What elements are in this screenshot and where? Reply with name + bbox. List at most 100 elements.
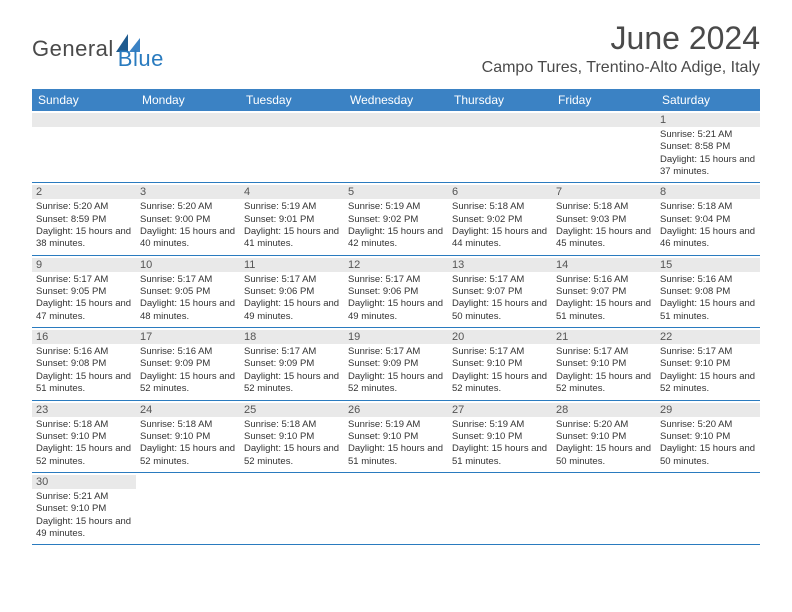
day-info: Sunrise: 5:17 AMSunset: 9:05 PMDaylight:… [140,274,236,323]
day-cell: 10Sunrise: 5:17 AMSunset: 9:05 PMDayligh… [136,256,240,327]
day-cell [240,473,344,544]
day-number: 29 [656,403,760,417]
day-info: Sunrise: 5:21 AMSunset: 8:58 PMDaylight:… [660,129,756,178]
day-info: Sunrise: 5:17 AMSunset: 9:06 PMDaylight:… [244,274,340,323]
day-number: 4 [240,185,344,199]
day-cell: 20 Sunrise: 5:17 AMSunset: 9:10 PMDayligh… [448,328,552,399]
weeks-container: 1 Sunrise: 5:21 AMSunset: 8:58 PMDaylight… [32,111,760,545]
day-cell: 3Sunrise: 5:20 AMSunset: 9:00 PMDaylight… [136,183,240,254]
day-number: 15 [656,258,760,272]
day-info: Sunrise: 5:18 AMSunset: 9:10 PMDaylight:… [36,419,132,468]
empty-day-strip [240,113,344,127]
week-row: 2 Sunrise: 5:20 AMSunset: 8:59 PMDaylight… [32,183,760,255]
day-info: Sunrise: 5:17 AMSunset: 9:05 PMDaylight:… [36,274,132,323]
day-number: 11 [240,258,344,272]
day-info: Sunrise: 5:17 AMSunset: 9:10 PMDaylight:… [660,346,756,395]
day-number: 21 [552,330,656,344]
day-info: Sunrise: 5:19 AMSunset: 9:02 PMDaylight:… [348,201,444,250]
day-info: Sunrise: 5:20 AMSunset: 8:59 PMDaylight:… [36,201,132,250]
day-cell [448,473,552,544]
day-number: 19 [344,330,448,344]
day-number: 24 [136,403,240,417]
day-info: Sunrise: 5:18 AMSunset: 9:10 PMDaylight:… [244,419,340,468]
day-cell: 4 Sunrise: 5:19 AMSunset: 9:01 PMDaylight… [240,183,344,254]
day-number: 5 [344,185,448,199]
day-cell: 29 Sunrise: 5:20 AMSunset: 9:10 PMDayligh… [656,401,760,472]
day-number: 17 [136,330,240,344]
day-cell [240,111,344,182]
logo-text-general: General [32,36,114,62]
day-header: Saturday [656,89,760,111]
day-info: Sunrise: 5:17 AMSunset: 9:10 PMDaylight:… [452,346,548,395]
day-info: Sunrise: 5:17 AMSunset: 9:07 PMDaylight:… [452,274,548,323]
day-info: Sunrise: 5:16 AMSunset: 9:08 PMDaylight:… [660,274,756,323]
day-number: 14 [552,258,656,272]
day-number: 20 [448,330,552,344]
week-row: 16Sunrise: 5:16 AMSunset: 9:08 PMDayligh… [32,328,760,400]
day-info: Sunrise: 5:20 AMSunset: 9:10 PMDaylight:… [556,419,652,468]
day-cell: 11 Sunrise: 5:17 AMSunset: 9:06 PMDayligh… [240,256,344,327]
day-info: Sunrise: 5:16 AMSunset: 9:09 PMDaylight:… [140,346,236,395]
day-info: Sunrise: 5:20 AMSunset: 9:10 PMDaylight:… [660,419,756,468]
day-cell: 28 Sunrise: 5:20 AMSunset: 9:10 PMDayligh… [552,401,656,472]
day-number: 2 [32,185,136,199]
day-cell: 5 Sunrise: 5:19 AMSunset: 9:02 PMDaylight… [344,183,448,254]
day-number: 3 [136,185,240,199]
day-number: 8 [656,185,760,199]
day-info: Sunrise: 5:16 AMSunset: 9:07 PMDaylight:… [556,274,652,323]
day-cell [136,111,240,182]
day-cell [552,111,656,182]
day-number: 1 [656,113,760,127]
day-header: Tuesday [240,89,344,111]
day-cell: 12Sunrise: 5:17 AMSunset: 9:06 PMDayligh… [344,256,448,327]
day-info: Sunrise: 5:17 AMSunset: 9:06 PMDaylight:… [348,274,444,323]
day-header: Friday [552,89,656,111]
day-cell: 24Sunrise: 5:18 AMSunset: 9:10 PMDayligh… [136,401,240,472]
day-info: Sunrise: 5:19 AMSunset: 9:10 PMDaylight:… [452,419,548,468]
day-headers-row: SundayMondayTuesdayWednesdayThursdayFrid… [32,89,760,111]
day-number: 23 [32,403,136,417]
day-number: 28 [552,403,656,417]
day-number: 25 [240,403,344,417]
day-header: Monday [136,89,240,111]
day-info: Sunrise: 5:17 AMSunset: 9:09 PMDaylight:… [244,346,340,395]
day-info: Sunrise: 5:16 AMSunset: 9:08 PMDaylight:… [36,346,132,395]
day-cell [32,111,136,182]
day-cell: 17 Sunrise: 5:16 AMSunset: 9:09 PMDayligh… [136,328,240,399]
day-cell [344,473,448,544]
empty-day-strip [344,113,448,127]
empty-day-strip [136,113,240,127]
week-row: 9Sunrise: 5:17 AMSunset: 9:05 PMDaylight… [32,256,760,328]
day-info: Sunrise: 5:17 AMSunset: 9:10 PMDaylight:… [556,346,652,395]
day-cell [448,111,552,182]
day-cell: 18 Sunrise: 5:17 AMSunset: 9:09 PMDayligh… [240,328,344,399]
week-row: 30 Sunrise: 5:21 AMSunset: 9:10 PMDayligh… [32,473,760,545]
day-number: 27 [448,403,552,417]
day-cell: 15 Sunrise: 5:16 AMSunset: 9:08 PMDayligh… [656,256,760,327]
day-info: Sunrise: 5:18 AMSunset: 9:03 PMDaylight:… [556,201,652,250]
day-info: Sunrise: 5:19 AMSunset: 9:10 PMDaylight:… [348,419,444,468]
empty-day-strip [552,113,656,127]
day-cell: 21 Sunrise: 5:17 AMSunset: 9:10 PMDayligh… [552,328,656,399]
day-cell [656,473,760,544]
day-cell: 2 Sunrise: 5:20 AMSunset: 8:59 PMDaylight… [32,183,136,254]
day-cell: 8Sunrise: 5:18 AMSunset: 9:04 PMDaylight… [656,183,760,254]
day-info: Sunrise: 5:21 AMSunset: 9:10 PMDaylight:… [36,491,132,540]
empty-day-strip [32,113,136,127]
day-info: Sunrise: 5:19 AMSunset: 9:01 PMDaylight:… [244,201,340,250]
day-number: 30 [32,475,136,489]
day-cell: 7 Sunrise: 5:18 AMSunset: 9:03 PMDaylight… [552,183,656,254]
day-cell: 19Sunrise: 5:17 AMSunset: 9:09 PMDayligh… [344,328,448,399]
day-cell [136,473,240,544]
location: Campo Tures, Trentino-Alto Adige, Italy [482,59,760,77]
day-cell: 6Sunrise: 5:18 AMSunset: 9:02 PMDaylight… [448,183,552,254]
day-cell: 23 Sunrise: 5:18 AMSunset: 9:10 PMDayligh… [32,401,136,472]
day-number: 18 [240,330,344,344]
day-cell: 22Sunrise: 5:17 AMSunset: 9:10 PMDayligh… [656,328,760,399]
calendar: SundayMondayTuesdayWednesdayThursdayFrid… [32,89,760,545]
day-header: Sunday [32,89,136,111]
day-cell: 30 Sunrise: 5:21 AMSunset: 9:10 PMDayligh… [32,473,136,544]
day-header: Thursday [448,89,552,111]
day-number: 7 [552,185,656,199]
day-number: 6 [448,185,552,199]
